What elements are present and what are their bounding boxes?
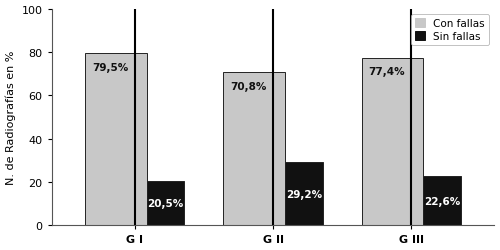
Bar (223, 72, 285, 226)
Bar (85, 54, 146, 226)
Bar (146, 181, 184, 226)
Text: 70,8%: 70,8% (230, 81, 266, 91)
Y-axis label: N. de Radiografías en %: N. de Radiografías en % (6, 50, 16, 184)
Text: 29,2%: 29,2% (286, 189, 322, 199)
Text: 79,5%: 79,5% (92, 62, 128, 72)
Text: 77,4%: 77,4% (368, 67, 405, 77)
Legend: Con fallas, Sin fallas: Con fallas, Sin fallas (410, 15, 489, 46)
Text: 20,5%: 20,5% (148, 198, 184, 208)
Bar (424, 177, 461, 226)
Text: 22,6%: 22,6% (424, 196, 461, 206)
Bar (362, 58, 424, 226)
Bar (285, 162, 323, 226)
